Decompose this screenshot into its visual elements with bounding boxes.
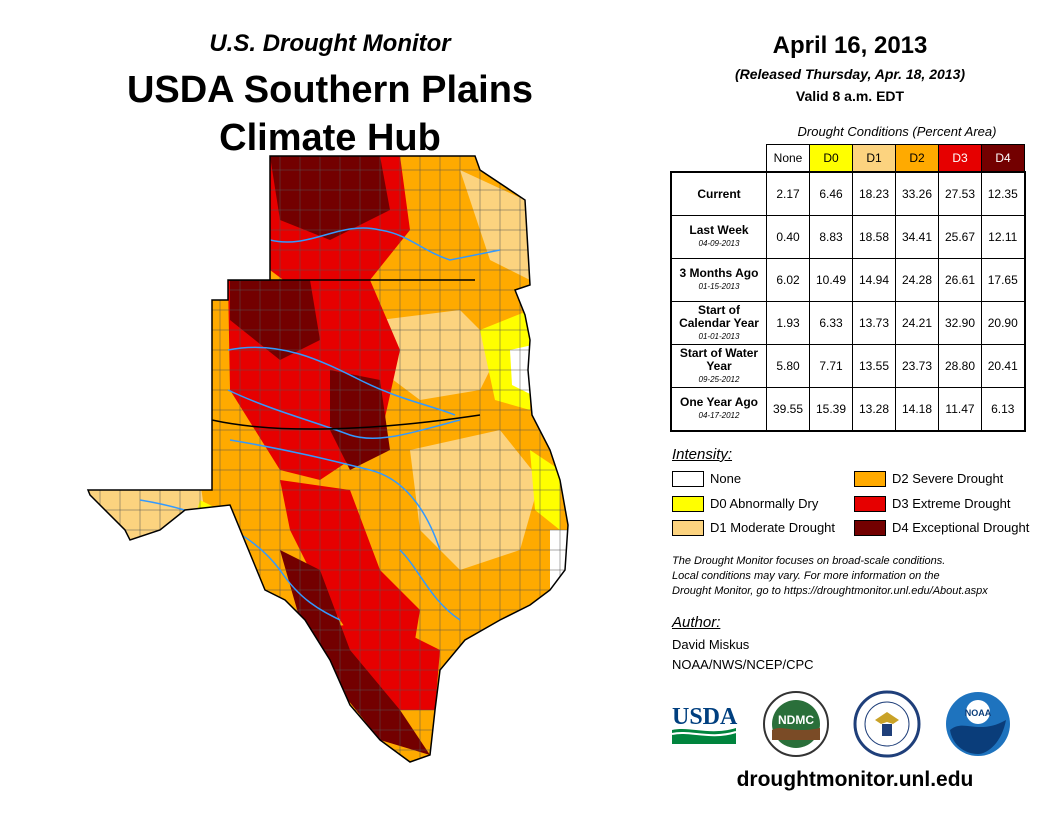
- header-d2: D2: [895, 144, 939, 173]
- author-name: David Miskus: [672, 637, 750, 652]
- legend-label: D0 Abnormally Dry: [710, 496, 819, 511]
- table-cell: 0.40: [766, 215, 810, 259]
- zone-d1-kansas: [460, 170, 530, 280]
- row-label: Last Week 04-09-2013: [670, 215, 767, 259]
- table-cell: 13.73: [852, 301, 896, 345]
- eagle-seal-icon: [853, 690, 921, 758]
- svg-text:USDA: USDA: [672, 704, 738, 730]
- table-row: Start of Calendar Year 01-01-2013 1.93 6.…: [670, 301, 1026, 345]
- table-cell: 17.65: [981, 258, 1026, 302]
- legend-swatch: [672, 471, 704, 487]
- table-cell: 14.18: [895, 387, 939, 432]
- header-none: None: [766, 144, 810, 173]
- table-cell: 6.02: [766, 258, 810, 302]
- legend-label: D2 Severe Drought: [892, 471, 1004, 486]
- table-cell: 15.39: [809, 387, 853, 432]
- header-d0: D0: [809, 144, 853, 173]
- table-cell: 6.13: [981, 387, 1026, 432]
- legend-title: Intensity:: [672, 446, 733, 463]
- zone-d4-panhandle: [230, 280, 320, 360]
- table-cell: 24.21: [895, 301, 939, 345]
- map-date: April 16, 2013: [772, 32, 928, 59]
- table-cell: 26.61: [938, 258, 982, 302]
- table-row: Start of Water Year 09-25-2012 5.80 7.71 …: [670, 344, 1026, 388]
- author-organization: NOAA/NWS/NCEP/CPC: [672, 657, 814, 672]
- row-label: Current: [670, 171, 767, 216]
- note-line: The Drought Monitor focuses on broad-sca…: [672, 555, 946, 567]
- table-cell: 2.17: [766, 171, 810, 216]
- table-cell: 13.55: [852, 344, 896, 388]
- header-d4: D4: [981, 144, 1025, 173]
- table-cell: 32.90: [938, 301, 982, 345]
- legend-label: D4 Exceptional Drought: [892, 520, 1030, 535]
- table-cell: 12.35: [981, 171, 1026, 216]
- svg-text:NDMC: NDMC: [778, 713, 814, 727]
- zone-d4-south-texas: [280, 550, 430, 755]
- region-outline: [86, 155, 569, 763]
- table-cell: 8.83: [809, 215, 853, 259]
- table-cell: 27.53: [938, 171, 982, 216]
- row-label: One Year Ago 04-17-2012: [670, 387, 767, 432]
- table-cell: 39.55: [766, 387, 810, 432]
- row-label: Start of Water Year 09-25-2012: [670, 344, 767, 388]
- table-cell: 34.41: [895, 215, 939, 259]
- table-row: 3 Months Ago 01-15-2013 6.02 10.49 14.94 …: [670, 258, 1026, 302]
- legend-swatch: [672, 520, 704, 536]
- table-cell: 18.58: [852, 215, 896, 259]
- table-cell: 5.80: [766, 344, 810, 388]
- table-cell: 25.67: [938, 215, 982, 259]
- release-date: (Released Thursday, Apr. 18, 2013): [734, 66, 966, 82]
- note-line: Local conditions may vary. For more info…: [672, 570, 940, 582]
- table-cell: 20.90: [981, 301, 1026, 345]
- table-cell: 11.47: [938, 387, 982, 432]
- drought-map: [86, 155, 569, 763]
- table-cell: 20.41: [981, 344, 1026, 388]
- legend-label: None: [710, 471, 742, 486]
- table-cell: 6.46: [809, 171, 853, 216]
- drought-conditions-table: None D0 D1 D2 D3 D4 Current 2.17 6.46 18…: [670, 144, 1026, 432]
- region-title: USDA Southern Plains: [126, 69, 534, 111]
- table-cell: 23.73: [895, 344, 939, 388]
- legend-swatch: [854, 520, 886, 536]
- header-d3: D3: [938, 144, 982, 173]
- author-heading: Author:: [672, 614, 721, 631]
- row-label: Start of Calendar Year 01-01-2013: [670, 301, 767, 345]
- usda-logo: USDA: [671, 704, 738, 744]
- table-row: Current 2.17 6.46 18.23 33.26 27.53 12.3…: [670, 171, 1026, 216]
- table-caption: Drought Conditions (Percent Area): [797, 124, 997, 139]
- table-cell: 12.11: [981, 215, 1026, 259]
- noaa-logo: NOAA: [946, 692, 1010, 756]
- valid-time: Valid 8 a.m. EDT: [795, 88, 905, 104]
- table-cell: 33.26: [895, 171, 939, 216]
- table-cell: 6.33: [809, 301, 853, 345]
- website-link[interactable]: droughtmonitor.unl.edu: [736, 768, 974, 791]
- table-cell: 1.93: [766, 301, 810, 345]
- svg-text:NOAA: NOAA: [965, 708, 992, 718]
- table-header-row: None D0 D1 D2 D3 D4: [671, 144, 1025, 173]
- monitor-title: U.S. Drought Monitor: [209, 30, 451, 57]
- table-cell: 13.28: [852, 387, 896, 432]
- legend-swatch: [854, 496, 886, 512]
- table-row: Last Week 04-09-2013 0.40 8.83 18.58 34.4…: [670, 215, 1026, 259]
- ndmc-logo: NDMC: [763, 691, 829, 757]
- zone-d1-east-texas: [410, 430, 540, 570]
- legend-swatch: [672, 496, 704, 512]
- table-cell: 28.80: [938, 344, 982, 388]
- table-cell: 24.28: [895, 258, 939, 302]
- table-cell: 18.23: [852, 171, 896, 216]
- header-d1: D1: [852, 144, 896, 173]
- row-label: 3 Months Ago 01-15-2013: [670, 258, 767, 302]
- zone-d0-big-bend: [175, 500, 230, 610]
- table-cell: 7.71: [809, 344, 853, 388]
- legend-label: D3 Extreme Drought: [892, 496, 1011, 511]
- region-subtitle: Climate Hub: [219, 117, 441, 159]
- table-cell: 10.49: [809, 258, 853, 302]
- table-row: One Year Ago 04-17-2012 39.55 15.39 13.28…: [670, 387, 1026, 432]
- table-cell: 14.94: [852, 258, 896, 302]
- disclaimer-note: The Drought Monitor focuses on broad-sca…: [672, 554, 1042, 599]
- legend-swatch: [854, 471, 886, 487]
- legend-label: D1 Moderate Drought: [710, 520, 836, 535]
- note-line: Drought Monitor, go to https://droughtmo…: [672, 585, 988, 597]
